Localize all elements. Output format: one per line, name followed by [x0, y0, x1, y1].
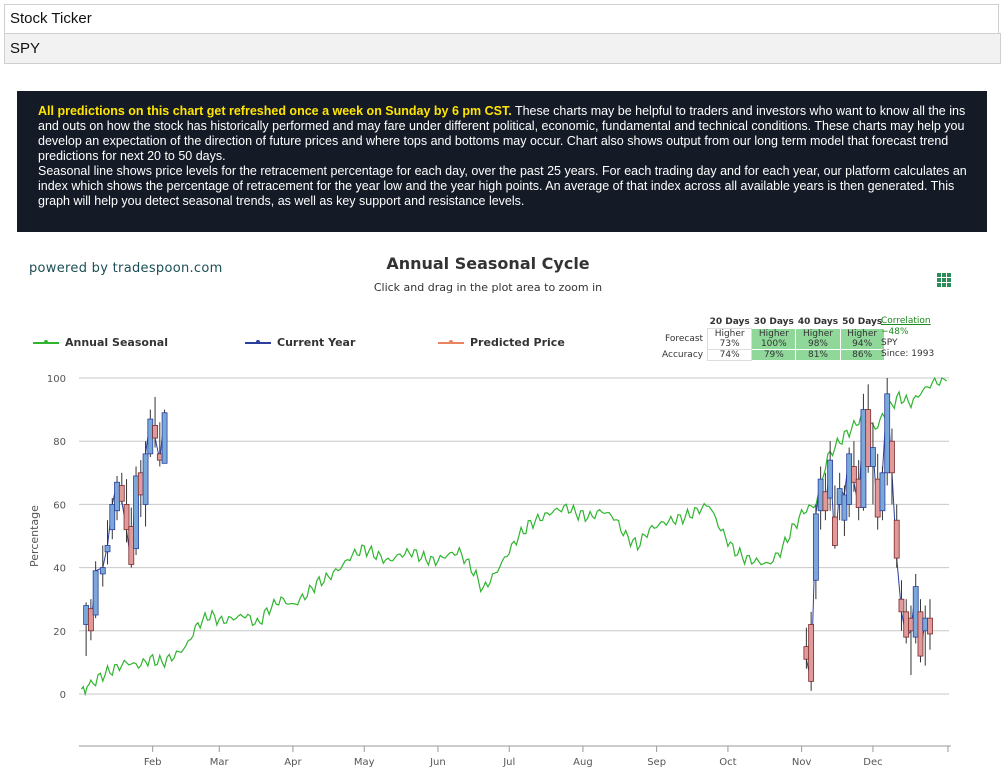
y-tick-label-100: 100 — [47, 374, 66, 385]
forecast-table: 20 Days 30 Days 40 Days 50 Days Forecast… — [660, 316, 885, 361]
header-50-days: 50 Days — [842, 317, 883, 327]
annual-seasonal-line — [80, 376, 947, 697]
y-tick-label-40: 40 — [53, 564, 66, 575]
x-tick-label-aug: Aug — [573, 757, 593, 768]
legend-swatch-predicted — [438, 339, 464, 344]
current-year-candle — [83, 602, 90, 657]
grid-menu-icon[interactable] — [937, 273, 951, 287]
current-year-candle — [161, 409, 168, 464]
current-year-candle — [817, 466, 824, 530]
x-tick-label-dec: Dec — [863, 757, 882, 768]
current-year-candle — [851, 441, 857, 492]
legend-predicted-price[interactable]: Predicted Price — [438, 336, 565, 349]
current-year-candle — [123, 479, 130, 543]
current-year-candle — [99, 545, 106, 587]
legend-swatch-seasonal — [33, 339, 59, 344]
current-year-candle — [879, 466, 886, 521]
info-highlight: All predictions on this chart get refres… — [38, 104, 512, 118]
y-tick-label-60: 60 — [53, 500, 66, 511]
current-year-candle — [808, 611, 815, 691]
header-20-days: 20 Days — [709, 317, 750, 327]
legend-label-current: Current Year — [277, 336, 356, 349]
current-year-candle — [827, 441, 834, 511]
y-tick-label-0: 0 — [60, 690, 66, 701]
x-tick-label-oct: Oct — [719, 757, 736, 768]
current-year-candle — [841, 485, 848, 536]
forecast-cell-50: Higher 94% — [839, 328, 885, 350]
correlation-value: −48% — [881, 327, 909, 337]
current-year-candle — [889, 428, 895, 505]
y-axis-label: Percentage — [28, 505, 41, 567]
info-paragraph-2: Seasonal line shows price levels for the… — [38, 164, 967, 208]
legend-current-year[interactable]: Current Year — [245, 336, 355, 349]
current-year-candle — [147, 409, 154, 457]
chart-subtitle: Click and drag in the plot area to zoom … — [373, 281, 603, 294]
info-text-1: These charts may be helpful to traders a… — [38, 104, 966, 163]
accuracy-row-label: Accuracy — [662, 350, 704, 360]
current-year-candle — [152, 396, 158, 448]
current-year-candle — [128, 507, 135, 568]
info-paragraph-1: All predictions on this chart get refres… — [38, 104, 967, 164]
x-tick-label-nov: Nov — [792, 757, 812, 768]
x-tick-label-apr: Apr — [284, 757, 302, 768]
x-tick-label-jun: Jun — [429, 757, 446, 768]
y-tick-label-80: 80 — [53, 437, 66, 448]
forecast-cell-20: Higher 73% — [707, 328, 753, 350]
current-year-candle — [812, 504, 819, 600]
correlation-box: Correlation −48% SPY Since: 1993 — [881, 316, 934, 360]
current-year-candle — [874, 453, 881, 530]
info-banner: All predictions on this chart get refres… — [17, 91, 987, 232]
current-year-line — [85, 393, 931, 682]
stock-ticker-value[interactable]: SPY — [4, 33, 1001, 64]
legend-label-seasonal: Annual Seasonal — [65, 336, 168, 349]
current-year-candle — [137, 460, 144, 518]
current-year-candle — [846, 447, 853, 518]
correlation-symbol: SPY — [881, 338, 898, 348]
x-tick-label-jul: Jul — [502, 757, 515, 768]
current-year-candle — [903, 599, 910, 644]
current-year-candle — [109, 498, 116, 540]
x-tick-label-mar: Mar — [210, 757, 230, 768]
correlation-link[interactable]: Correlation — [881, 316, 931, 326]
current-year-candle — [912, 573, 919, 644]
current-year-candle — [884, 378, 891, 486]
current-year-candle — [860, 393, 867, 511]
current-year-candle — [865, 384, 872, 473]
accuracy-cell-50: 86% — [839, 349, 885, 361]
current-year-candle — [92, 561, 99, 619]
current-year-candle — [893, 504, 900, 568]
current-year-candle — [118, 472, 125, 505]
current-year-candle — [114, 475, 120, 521]
legend-label-predicted: Predicted Price — [470, 336, 565, 349]
correlation-since: Since: 1993 — [881, 349, 935, 359]
chart-title: Annual Seasonal Cycle — [386, 254, 590, 273]
current-year-candle — [832, 485, 838, 549]
legend-swatch-current — [245, 339, 271, 344]
forecast-row-label: Forecast — [665, 334, 704, 344]
x-tick-label-feb: Feb — [144, 757, 162, 768]
current-year-candle — [133, 466, 139, 555]
current-year-candle — [917, 599, 924, 663]
stock-ticker-label: Stock Ticker — [4, 4, 999, 33]
current-year-candle — [803, 627, 810, 669]
accuracy-cell-30: 79% — [751, 349, 797, 361]
current-year-candle — [822, 472, 829, 521]
current-year-candle — [87, 599, 94, 641]
header-40-days: 40 Days — [797, 317, 839, 327]
legend-annual-seasonal[interactable]: Annual Seasonal — [33, 336, 168, 349]
x-tick-label-sep: Sep — [647, 757, 666, 768]
current-year-candle — [927, 599, 933, 650]
current-year-candle — [142, 441, 149, 527]
current-year-candle — [898, 580, 905, 631]
x-tick-label-may: May — [354, 757, 375, 768]
header-30-days: 30 Days — [753, 317, 794, 327]
powered-by-link[interactable]: powered by tradespoon.com — [29, 261, 223, 276]
y-tick-label-20: 20 — [53, 627, 66, 638]
current-year-candle — [870, 422, 876, 505]
current-year-candle — [104, 520, 111, 565]
